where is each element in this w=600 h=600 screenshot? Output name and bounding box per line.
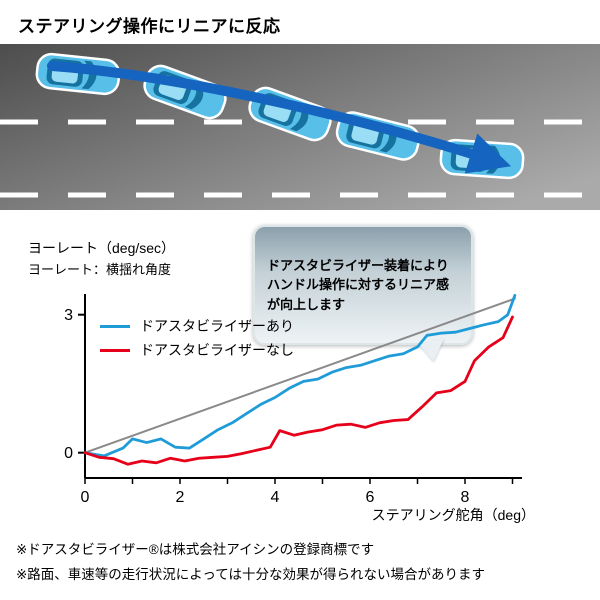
svg-text:0: 0 bbox=[81, 489, 90, 506]
legend-item-without-stabilizer: ドアスタビライザーなし bbox=[100, 338, 294, 362]
callout-bubble: ドアスタビライザー装着により ハンドル操作に対するリニア感 が向上します bbox=[253, 225, 473, 364]
chart-legend: ドアスタビライザーあり ドアスタビライザーなし bbox=[100, 314, 294, 362]
legend-swatch-blue bbox=[100, 324, 130, 328]
y-axis-label: ヨーレート（deg/sec） bbox=[28, 240, 176, 256]
svg-text:0: 0 bbox=[64, 445, 73, 462]
svg-text:2: 2 bbox=[176, 489, 185, 506]
legend-item-with-stabilizer: ドアスタビライザーあり bbox=[100, 314, 294, 338]
road-illustration bbox=[0, 44, 600, 210]
footnotes: ※ドアスタビライザー®は株式会社アイシンの登録商標です ※路面、車速等の走行状況… bbox=[16, 538, 485, 588]
footnote-disclaimer: ※路面、車速等の走行状況によっては十分な効果が得られない場合があります bbox=[16, 566, 485, 582]
x-axis-label: ステアリング舵角（deg） bbox=[371, 507, 535, 523]
footnote-trademark: ※ドアスタビライザー®は株式会社アイシンの登録商標です bbox=[16, 542, 375, 557]
svg-text:3: 3 bbox=[64, 307, 73, 324]
trajectory-arrow-icon bbox=[47, 61, 512, 174]
callout-text: ドアスタビライザー装着により ハンドル操作に対するリニア感 が向上します bbox=[267, 257, 450, 312]
svg-text:4: 4 bbox=[271, 489, 280, 506]
legend-swatch-red bbox=[100, 348, 130, 352]
svg-text:8: 8 bbox=[461, 489, 470, 506]
page-title: ステアリング操作にリニアに反応 bbox=[18, 17, 281, 36]
legend-label: ドアスタビライザーなし bbox=[140, 342, 294, 358]
yaw-rate-chart: 0 3 0 2 4 6 8 bbox=[64, 293, 522, 506]
svg-text:6: 6 bbox=[366, 489, 375, 506]
y-axis-sublabel: ヨーレート：横揺れ角度 bbox=[28, 262, 172, 277]
legend-label: ドアスタビライザーあり bbox=[140, 318, 294, 334]
